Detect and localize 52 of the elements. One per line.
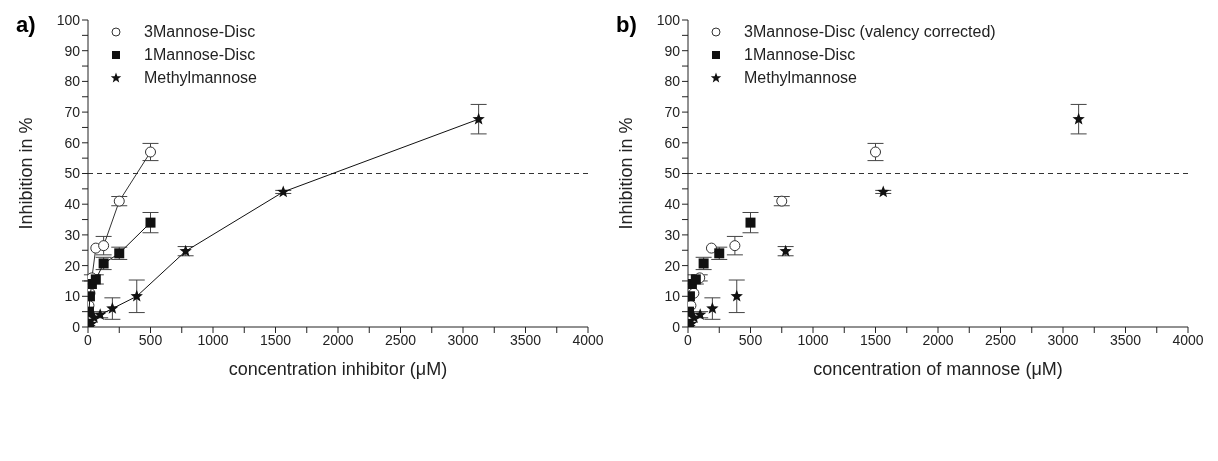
x-tick-label: 4000 bbox=[572, 331, 604, 348]
y-tick-label: 70 bbox=[664, 104, 681, 121]
x-tick-label: 1000 bbox=[797, 331, 829, 348]
y-tick-label: 30 bbox=[64, 226, 81, 243]
y-axis-title: Inhibition in % bbox=[616, 117, 637, 230]
x-tick-label: 1500 bbox=[259, 331, 292, 348]
y-tick-label: 10 bbox=[64, 288, 81, 305]
x-tick-label: 1500 bbox=[859, 331, 892, 348]
y-tick-label: 20 bbox=[64, 257, 81, 274]
text: b) bbox=[616, 12, 637, 38]
legend-label: 3Mannose-Disc bbox=[144, 22, 256, 41]
legend-label: Methylmannose bbox=[744, 68, 857, 87]
text: a) bbox=[16, 12, 36, 38]
y-tick-label: 100 bbox=[656, 11, 681, 28]
y-tick-label: 60 bbox=[664, 134, 681, 151]
x-tick-label: 2000 bbox=[922, 331, 954, 348]
x-tick-label: 0 bbox=[84, 331, 93, 348]
y-tick-label: 90 bbox=[664, 42, 681, 59]
y-tick-label: 20 bbox=[664, 257, 681, 274]
x-tick-label: 2000 bbox=[322, 331, 354, 348]
x-tick-label: 3500 bbox=[1109, 331, 1142, 348]
y-tick-label: 40 bbox=[664, 196, 681, 213]
x-tick-label: 0 bbox=[684, 331, 693, 348]
legend-label: 1Mannose-Disc bbox=[144, 45, 256, 64]
x-axis-title: concentration of mannose (μM) bbox=[813, 359, 1063, 379]
legend-label: 3Mannose-Disc (valency corrected) bbox=[744, 22, 996, 41]
x-tick-label: 500 bbox=[738, 331, 763, 348]
legend-label: 1Mannose-Disc bbox=[744, 45, 856, 64]
y-tick-label: 50 bbox=[664, 165, 681, 182]
y-tick-label: 30 bbox=[664, 226, 681, 243]
x-tick-label: 500 bbox=[138, 331, 163, 348]
x-tick-label: 4000 bbox=[1172, 331, 1204, 348]
x-tick-label: 3500 bbox=[509, 331, 542, 348]
x-tick-label: 1000 bbox=[197, 331, 229, 348]
x-tick-label: 2500 bbox=[384, 331, 417, 348]
y-tick-label: 100 bbox=[56, 11, 81, 28]
x-tick-label: 3000 bbox=[1047, 331, 1079, 348]
y-tick-label: 40 bbox=[64, 196, 81, 213]
y-tick-label: 80 bbox=[664, 73, 681, 90]
y-tick-label: 10 bbox=[664, 288, 681, 305]
y-tick-label: 70 bbox=[64, 104, 81, 121]
x-axis-title: concentration inhibitor (μM) bbox=[228, 359, 448, 379]
y-axis-title: Inhibition in % bbox=[16, 117, 37, 230]
y-tick-label: 80 bbox=[64, 73, 81, 90]
y-tick-label: 60 bbox=[64, 134, 81, 151]
legend-label: Methylmannose bbox=[144, 68, 257, 87]
x-tick-label: 2500 bbox=[984, 331, 1017, 348]
x-tick-label: 3000 bbox=[447, 331, 479, 348]
y-tick-label: 90 bbox=[64, 42, 81, 59]
y-tick-label: 0 bbox=[672, 318, 681, 335]
y-tick-label: 0 bbox=[72, 318, 81, 335]
y-tick-label: 50 bbox=[64, 165, 81, 182]
